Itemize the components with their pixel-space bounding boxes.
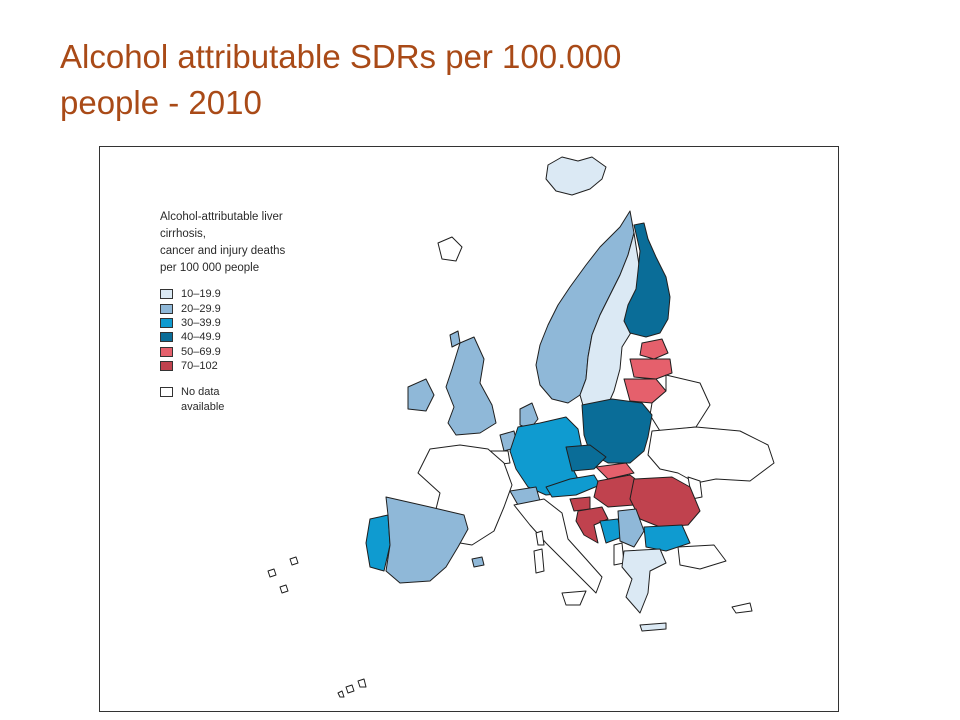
legend-label: 10–19.9 xyxy=(181,288,221,301)
region-latvia xyxy=(629,358,673,380)
legend-swatch xyxy=(160,317,173,328)
legend-item: 40–49.9 xyxy=(160,330,330,344)
choropleth-map: Alcohol-attributable liver cirrhosis, ca… xyxy=(99,146,839,712)
legend-no-data: No data available xyxy=(160,385,330,415)
legend-label: 20–29.9 xyxy=(181,302,221,315)
legend-title-line: Alcohol-attributable liver cirrhosis, xyxy=(160,211,283,240)
region-ireland xyxy=(407,378,435,412)
region-slovakia xyxy=(595,462,635,480)
slide-title-line-1: Alcohol attributable SDRs per 100.000 xyxy=(60,38,622,75)
legend-item: 10–19.9 xyxy=(160,287,330,301)
region-corsica xyxy=(535,530,545,546)
legend-item: 70–102 xyxy=(160,359,330,373)
legend-label: 50–69.9 xyxy=(181,345,221,358)
region-uk xyxy=(445,336,497,436)
region-portugal xyxy=(365,514,391,572)
slide-title-line-2: people - 2010 xyxy=(60,84,262,121)
region-spain xyxy=(385,496,469,584)
region-uk-islands xyxy=(449,330,461,348)
region-czech xyxy=(565,444,607,472)
region-north-island xyxy=(437,236,463,262)
region-slovenia xyxy=(569,496,591,512)
region-finland xyxy=(623,222,671,338)
legend-swatch xyxy=(160,346,173,357)
region-canary-islands xyxy=(337,678,367,698)
slide-title: Alcohol attributable SDRs per 100.000 pe… xyxy=(60,34,621,126)
region-turkey xyxy=(677,544,727,570)
region-romania xyxy=(629,476,701,528)
legend-swatch xyxy=(160,332,173,343)
region-estonia xyxy=(639,338,669,360)
legend-class-list: 10–19.9 20–29.9 30–39.9 40–49.9 50–69.9 … xyxy=(160,287,330,373)
region-balearic xyxy=(471,556,485,568)
map-legend: Alcohol-attributable liver cirrhosis, ca… xyxy=(160,209,330,415)
legend-title: Alcohol-attributable liver cirrhosis, ca… xyxy=(160,209,330,277)
legend-item: 50–69.9 xyxy=(160,345,330,359)
legend-swatch-no-data xyxy=(160,387,173,398)
region-serbia xyxy=(617,508,645,548)
europe-map-svg xyxy=(267,156,775,698)
legend-title-line: cancer and injury deaths xyxy=(160,245,286,257)
legend-item: 30–39.9 xyxy=(160,316,330,330)
legend-label: 40–49.9 xyxy=(181,331,221,344)
region-atlantic-islands xyxy=(267,556,299,594)
legend-item: 20–29.9 xyxy=(160,301,330,315)
region-sardinia xyxy=(533,548,545,574)
region-croatia xyxy=(575,506,609,544)
legend-swatch xyxy=(160,303,173,314)
region-greece xyxy=(621,548,667,614)
region-iceland xyxy=(545,156,607,196)
region-crete xyxy=(639,622,667,632)
legend-swatch xyxy=(160,361,173,372)
legend-no-data-line: No data xyxy=(181,386,220,399)
legend-title-line: per 100 000 people xyxy=(160,262,260,274)
legend-no-data-line: available xyxy=(181,401,225,414)
region-cyprus xyxy=(731,602,753,614)
region-sicily xyxy=(561,590,587,606)
region-ukraine xyxy=(647,426,775,484)
legend-swatch xyxy=(160,289,173,300)
legend-label: 70–102 xyxy=(181,360,218,373)
legend-label: 30–39.9 xyxy=(181,316,221,329)
